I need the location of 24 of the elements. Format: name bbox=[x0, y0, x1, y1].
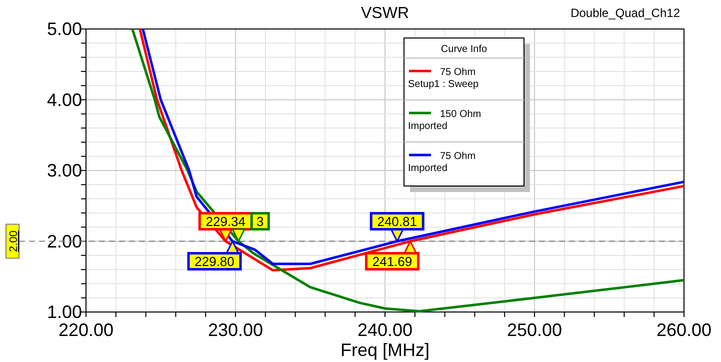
x-tick-label: 260.00 bbox=[656, 320, 712, 340]
legend-label: 75 Ohm Setup1 : Sweep bbox=[408, 67, 480, 90]
x-tick-label: 240.00 bbox=[357, 320, 413, 340]
annotation: 240.81 bbox=[377, 214, 417, 229]
y-tick-label: 3.00 bbox=[46, 160, 82, 180]
legend-label: 150 Ohm Imported bbox=[408, 109, 482, 132]
y-tick-label: 1.00 bbox=[46, 302, 82, 322]
x-tick-label: 250.00 bbox=[506, 320, 562, 340]
chart-title: VSWR bbox=[361, 5, 409, 22]
line-series bbox=[131, 28, 686, 313]
text: Double_Quad_Ch12 bbox=[570, 6, 680, 20]
x-tick-label: 230.00 bbox=[208, 320, 264, 340]
annotation: 229.34 bbox=[206, 214, 246, 229]
y-tick-label: 2.00 bbox=[46, 231, 82, 252]
x-tick-label: 220.00 bbox=[58, 320, 114, 340]
legend-title: Curve Info bbox=[440, 44, 488, 55]
ref-line-label: 2.00 bbox=[8, 230, 20, 252]
annotation: 3 bbox=[256, 214, 264, 229]
y-tick-label: 4.00 bbox=[46, 90, 82, 110]
annotation: 241.69 bbox=[372, 254, 412, 269]
legend-label: 75 Ohm Imported bbox=[408, 151, 476, 174]
annotation: 229.80 bbox=[194, 254, 234, 269]
y-tick-label: 5.00 bbox=[46, 19, 82, 39]
x-axis-title: Freq [MHz] bbox=[340, 340, 430, 360]
